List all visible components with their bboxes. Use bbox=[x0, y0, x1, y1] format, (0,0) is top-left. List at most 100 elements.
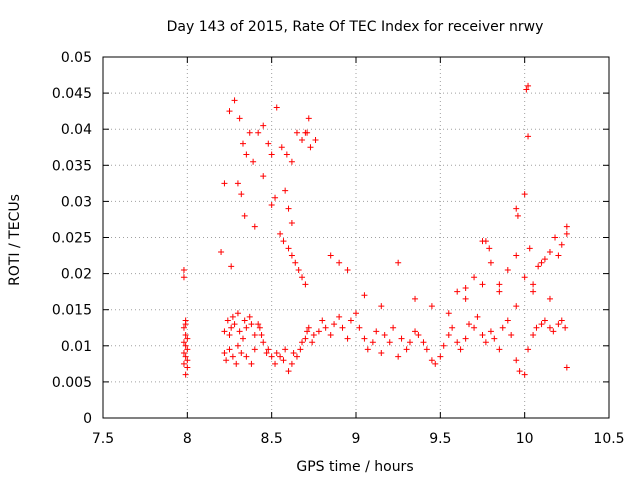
data-point bbox=[523, 86, 530, 93]
data-point bbox=[180, 360, 187, 367]
data-point bbox=[221, 350, 228, 357]
y-tick-label: 0.035 bbox=[52, 158, 92, 174]
data-point bbox=[265, 140, 272, 147]
data-point bbox=[302, 281, 309, 288]
data-point bbox=[256, 324, 263, 331]
data-point bbox=[541, 317, 548, 324]
data-point bbox=[285, 245, 292, 252]
data-point bbox=[378, 350, 385, 357]
data-point bbox=[285, 368, 292, 375]
data-point bbox=[246, 313, 253, 320]
data-point bbox=[525, 346, 532, 353]
y-tick-label: 0.05 bbox=[61, 50, 92, 66]
data-point bbox=[243, 151, 250, 158]
data-point bbox=[395, 259, 402, 266]
data-point bbox=[496, 281, 503, 288]
data-point bbox=[406, 339, 413, 346]
data-point bbox=[373, 328, 380, 335]
data-point bbox=[454, 288, 461, 295]
data-point bbox=[184, 357, 191, 364]
data-point bbox=[474, 313, 481, 320]
data-point bbox=[273, 104, 280, 111]
data-point bbox=[487, 259, 494, 266]
data-point bbox=[295, 266, 302, 273]
data-point bbox=[378, 303, 385, 310]
data-point bbox=[282, 346, 289, 353]
data-point bbox=[525, 82, 532, 89]
data-point bbox=[336, 259, 343, 266]
data-point bbox=[255, 129, 262, 136]
data-point bbox=[180, 324, 187, 331]
data-point bbox=[282, 187, 289, 194]
data-point bbox=[239, 335, 246, 342]
data-point bbox=[305, 324, 312, 331]
data-point bbox=[466, 321, 473, 328]
data-point bbox=[250, 158, 257, 165]
y-axis-label: ROTI / TECUs bbox=[7, 194, 23, 286]
data-point bbox=[513, 205, 520, 212]
data-point bbox=[440, 342, 447, 349]
data-point bbox=[288, 360, 295, 367]
data-point bbox=[180, 339, 187, 346]
data-point bbox=[184, 335, 191, 342]
data-point bbox=[415, 331, 422, 338]
data-point bbox=[356, 324, 363, 331]
data-point bbox=[180, 350, 187, 357]
data-point bbox=[182, 353, 189, 360]
data-point bbox=[260, 339, 267, 346]
data-point bbox=[312, 137, 319, 144]
data-point bbox=[496, 288, 503, 295]
data-point bbox=[386, 339, 393, 346]
data-point bbox=[344, 266, 351, 273]
data-point bbox=[288, 252, 295, 259]
data-point bbox=[293, 353, 300, 360]
data-point bbox=[521, 274, 528, 281]
data-point bbox=[361, 335, 368, 342]
data-point bbox=[381, 331, 388, 338]
data-point bbox=[432, 360, 439, 367]
data-point bbox=[538, 321, 545, 328]
data-point bbox=[319, 317, 326, 324]
data-point bbox=[251, 331, 258, 338]
data-point bbox=[246, 129, 253, 136]
data-point bbox=[310, 331, 317, 338]
data-point bbox=[322, 324, 329, 331]
data-point bbox=[336, 313, 343, 320]
data-point bbox=[508, 331, 515, 338]
x-tick-label: 8 bbox=[183, 431, 192, 447]
y-tick-label: 0.03 bbox=[61, 194, 92, 210]
data-point bbox=[530, 281, 537, 288]
data-point bbox=[299, 274, 306, 281]
data-point bbox=[479, 331, 486, 338]
data-point bbox=[550, 328, 557, 335]
data-point bbox=[290, 350, 297, 357]
x-tick-labels: 7.5 8 8.5 9 9.5 10 10.5 bbox=[92, 431, 625, 447]
data-point bbox=[398, 335, 405, 342]
data-point bbox=[487, 328, 494, 335]
x-axis-label: GPS time / hours bbox=[296, 459, 413, 475]
x-tick-label: 9 bbox=[352, 431, 361, 447]
data-point bbox=[496, 346, 503, 353]
data-point bbox=[248, 360, 255, 367]
data-point bbox=[339, 324, 346, 331]
data-point bbox=[221, 180, 228, 187]
data-point bbox=[299, 339, 306, 346]
y-tick-label: 0 bbox=[83, 411, 92, 427]
data-point bbox=[309, 339, 316, 346]
data-point bbox=[243, 353, 250, 360]
data-point bbox=[273, 350, 280, 357]
data-point bbox=[462, 335, 469, 342]
data-point bbox=[238, 350, 245, 357]
data-point bbox=[243, 324, 250, 331]
data-point bbox=[221, 328, 228, 335]
data-point bbox=[226, 331, 233, 338]
data-point bbox=[514, 212, 521, 219]
data-point bbox=[182, 321, 189, 328]
data-point bbox=[293, 129, 300, 136]
data-point bbox=[241, 212, 248, 219]
data-point bbox=[272, 360, 279, 367]
data-point bbox=[268, 202, 275, 209]
data-point bbox=[491, 335, 498, 342]
data-point bbox=[277, 230, 284, 237]
x-tick-label: 10.5 bbox=[593, 431, 624, 447]
